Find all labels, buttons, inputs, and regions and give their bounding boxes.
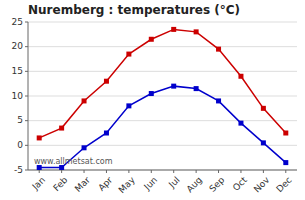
x-tick-label: Jul: [166, 175, 181, 190]
data-point: [194, 29, 199, 34]
series-line: [39, 86, 286, 167]
grid: [28, 22, 297, 170]
data-point: [216, 98, 221, 103]
x-tick-label: Apr: [96, 175, 114, 193]
grid-line: [28, 22, 297, 23]
x-tick: [173, 170, 174, 173]
x-tick-label: Mar: [73, 175, 92, 194]
y-tick-label: 25: [12, 17, 23, 27]
data-point: [283, 131, 288, 136]
y-tick-label: 15: [12, 66, 23, 76]
data-point: [82, 98, 87, 103]
x-tick: [84, 170, 85, 173]
annotation: www.allmetsat.com: [34, 157, 113, 166]
x-tick-label: Oct: [231, 175, 249, 193]
data-point: [171, 84, 176, 89]
x-tick-label: May: [117, 174, 138, 195]
data-point: [59, 126, 64, 131]
grid-line: [28, 96, 297, 97]
x-tick: [196, 170, 197, 173]
data-point: [149, 37, 154, 42]
y-tick-label: -5: [14, 165, 23, 175]
y-tick-label: 0: [17, 140, 23, 150]
grid-line: [28, 71, 297, 72]
grid-line: [28, 145, 297, 146]
chart-container: -5 0 5 10 15 20 25 JanFebMarAprMayJun Jul AugSep O…: [0, 0, 305, 200]
chart: -5 0 5 10 15 20 25 JanFebMarAprMayJun Jul AugSep O…: [0, 0, 305, 200]
y-tick-label: 10: [12, 91, 24, 101]
y-axis: [28, 22, 29, 170]
x-tick: [285, 170, 286, 173]
data-point: [82, 145, 87, 150]
y-tick-label: 5: [17, 115, 23, 125]
data-point: [261, 140, 266, 145]
x-tick: [218, 170, 219, 173]
series-line: [39, 29, 286, 138]
x-tick: [128, 170, 129, 173]
x-axis: [28, 170, 297, 171]
x-tick-label: Dec: [274, 175, 293, 194]
data-point: [283, 160, 288, 165]
data-point: [194, 86, 199, 91]
data-point: [171, 27, 176, 32]
y-tick-label: 20: [12, 41, 24, 51]
x-tick: [263, 170, 264, 173]
x-tick: [151, 170, 152, 173]
x-tick-label: Jan: [30, 175, 48, 193]
x-tick-label: Nov: [252, 174, 272, 194]
grid-line: [28, 170, 297, 171]
x-tick-label: Aug: [185, 175, 205, 195]
x-tick: [240, 170, 241, 173]
data-point: [238, 121, 243, 126]
x-tick-label: Sep: [207, 175, 226, 194]
plot-area: [37, 27, 289, 170]
data-point: [216, 47, 221, 52]
x-tick: [106, 170, 107, 173]
x-tick-label: Feb: [51, 175, 70, 194]
data-point: [238, 74, 243, 79]
x-tick: [61, 170, 62, 173]
data-point: [126, 52, 131, 57]
data-point: [149, 91, 154, 96]
x-tick: [39, 170, 40, 173]
grid-line: [28, 46, 297, 47]
data-point: [126, 103, 131, 108]
data-point: [261, 106, 266, 111]
data-point: [104, 79, 109, 84]
title: Nuremberg : temperatures (°C): [28, 3, 240, 17]
data-point: [104, 131, 109, 136]
data-point: [37, 135, 42, 140]
x-tick-label: Jun: [142, 175, 160, 193]
